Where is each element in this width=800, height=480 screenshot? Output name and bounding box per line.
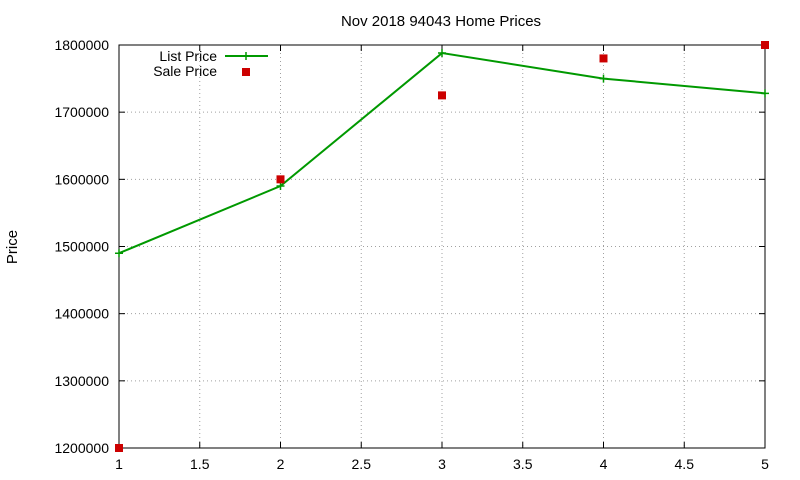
sale-price-point: [115, 444, 123, 452]
x-tick-label: 3: [438, 456, 446, 472]
legend-label-list-price: List Price: [159, 48, 217, 64]
plot-frame: [118, 44, 766, 449]
series-layer: [115, 41, 769, 452]
x-tick-label: 2: [277, 456, 285, 472]
x-tick-label: 5: [761, 456, 769, 472]
sale-price-point: [599, 54, 608, 63]
x-tick-label: 2.5: [352, 456, 372, 472]
list-price-point: [115, 249, 123, 258]
legend-marker-sale-price: [242, 68, 250, 76]
x-tick-label: 1: [115, 456, 123, 472]
axis-ticks: 1 1.5 2 2.5 3 3.5 4 4.5 5 1200000 1300000 1400000 15…: [54, 37, 769, 472]
chart-title: Nov 2018 94043 Home Prices: [341, 13, 541, 30]
x-tick-label: 3.5: [513, 456, 533, 472]
x-tick-label: 4.5: [675, 456, 695, 472]
y-tick-label: 1800000: [54, 37, 109, 53]
y-tick-label: 1200000: [54, 440, 109, 456]
y-axis-label: Price: [4, 230, 21, 264]
y-tick-label: 1700000: [54, 104, 109, 120]
legend-marker-list-price: [242, 52, 250, 60]
x-tick-label: 4: [600, 456, 608, 472]
list-price-point: [438, 49, 446, 58]
legend-label-sale-price: Sale Price: [153, 63, 217, 79]
list-price-point: [276, 182, 285, 191]
x-tick-label: 1.5: [190, 456, 210, 472]
y-tick-label: 1400000: [54, 306, 109, 322]
y-tick-label: 1500000: [54, 239, 109, 255]
y-tick-label: 1600000: [54, 171, 109, 187]
sale-price-point: [761, 41, 769, 49]
list-price-point: [761, 89, 769, 98]
list-price-point: [599, 74, 608, 83]
grid-lines: [119, 45, 765, 448]
sale-price-point: [276, 175, 285, 184]
sale-price-point: [438, 91, 446, 100]
y-tick-label: 1300000: [54, 373, 109, 389]
